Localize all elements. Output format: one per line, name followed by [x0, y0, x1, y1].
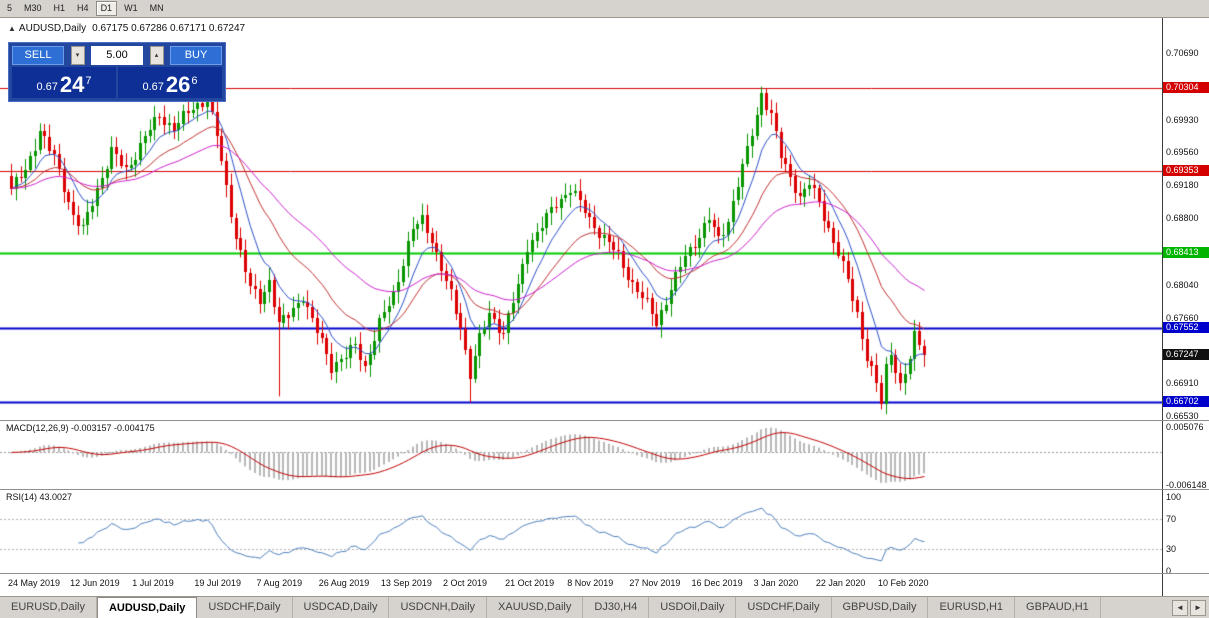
panel-separator-macd[interactable] — [0, 420, 1209, 421]
rsi-axis-label: 0 — [1166, 566, 1172, 576]
timeframe-button-w1[interactable]: W1 — [119, 1, 143, 16]
price-level-badge-0.67552: 0.67552 — [1163, 322, 1209, 334]
price-level-badge-0.68413: 0.68413 — [1163, 247, 1209, 258]
panel-separator-dates — [0, 573, 1209, 574]
date-axis-label: 24 May 2019 — [8, 578, 61, 588]
one-click-trade-panel: SELL ▾ 5.00 ▴ BUY 0.67 24 7 0.67 26 6 — [8, 42, 226, 102]
chart-tab-usdcad-daily[interactable]: USDCAD,Daily — [293, 597, 390, 618]
price-level-badge-0.70304: 0.70304 — [1163, 81, 1209, 93]
buy-price-pipette: 6 — [191, 75, 198, 87]
axis-separator — [1162, 18, 1163, 596]
chart-tab-usdoil-daily[interactable]: USDOil,Daily — [649, 597, 737, 618]
chart-tab-usdchf-daily[interactable]: USDCHF,Daily — [197, 597, 293, 618]
chart-window: ▲ AUDUSD,Daily 0.67175 0.67286 0.67171 0.6… — [0, 18, 1209, 596]
price-axis-label: 0.69180 — [1166, 180, 1199, 191]
date-axis-label: 27 Nov 2019 — [629, 578, 681, 588]
sell-price-big-digits: 24 — [59, 72, 85, 97]
tab-scroll-right-icon[interactable]: ► — [1190, 599, 1206, 616]
timeframe-button-m30[interactable]: M30 — [19, 1, 47, 16]
timeframe-button-h4[interactable]: H4 — [72, 1, 94, 16]
tab-scroll-arrows: ◄ ► — [1172, 597, 1209, 618]
buy-price-big-digits: 26 — [165, 72, 191, 97]
panel-separator-rsi[interactable] — [0, 489, 1209, 490]
chart-tab-audusd-daily[interactable]: AUDUSD,Daily — [96, 597, 198, 618]
chart-title: ▲ AUDUSD,Daily 0.67175 0.67286 0.67171 0.6… — [8, 23, 245, 34]
chart-tab-usdchf-daily[interactable]: USDCHF,Daily — [736, 597, 832, 618]
date-axis-label: 10 Feb 2020 — [877, 578, 929, 588]
rsi-axis-label: 70 — [1166, 514, 1177, 525]
price-axis-label: 0.66910 — [1166, 378, 1199, 389]
volume-increase-button[interactable]: ▴ — [149, 46, 164, 65]
price-level-badge-0.66702: 0.66702 — [1163, 396, 1209, 408]
rsi-indicator-label: RSI(14) 43.0027 — [6, 492, 73, 502]
rsi-axis-label: 30 — [1166, 543, 1177, 554]
chart-tab-eurusd-h1[interactable]: EURUSD,H1 — [928, 597, 1016, 618]
chart-ohlc-values: 0.67175 0.67286 0.67171 0.67247 — [92, 23, 246, 34]
macd-axis-label: -0.006148 — [1166, 480, 1207, 490]
sell-price-display[interactable]: 0.67 24 7 — [12, 67, 116, 98]
macd-axis-label: 0.005076 — [1166, 422, 1204, 432]
sell-price-prefix: 0.67 — [36, 81, 58, 93]
sell-price-pipette: 7 — [85, 75, 92, 87]
date-axis-label: 1 Jul 2019 — [132, 578, 174, 588]
date-axis-label: 21 Oct 2019 — [505, 578, 555, 588]
date-axis-label: 12 Jun 2019 — [70, 578, 120, 588]
date-axis-label: 8 Nov 2019 — [567, 578, 614, 588]
timeframe-button-mn[interactable]: MN — [145, 1, 169, 16]
price-axis-label: 0.67660 — [1166, 312, 1199, 323]
price-axis-label: 0.68800 — [1166, 213, 1199, 224]
chart-tab-dj30-h4[interactable]: DJ30,H4 — [583, 597, 650, 618]
price-axis-label: 0.70690 — [1166, 48, 1199, 59]
chart-tab-xauusd-daily[interactable]: XAUUSD,Daily — [487, 597, 584, 618]
sell-button[interactable]: SELL — [12, 46, 64, 65]
date-axis-label: 22 Jan 2020 — [815, 578, 866, 588]
price-axis-label: 0.69930 — [1166, 114, 1199, 125]
price-axis-label: 0.66530 — [1166, 411, 1199, 422]
date-axis-label: 7 Aug 2019 — [256, 578, 303, 588]
rsi-axis-label: 100 — [1166, 492, 1182, 502]
timeframe-button-h1[interactable]: H1 — [49, 1, 71, 16]
date-axis-label: 19 Jul 2019 — [194, 578, 241, 588]
one-click-panel-toggle-icon[interactable]: ▲ — [8, 24, 16, 33]
timeframe-button-d1[interactable]: D1 — [95, 1, 118, 16]
date-axis-label: 16 Dec 2019 — [691, 578, 743, 588]
date-axis-label: 2 Oct 2019 — [442, 578, 487, 588]
tab-scroll-left-icon[interactable]: ◄ — [1172, 599, 1188, 616]
timeframe-toolbar: 5 M30 H1 H4 D1 W1 MN — [0, 0, 1209, 18]
macd-indicator-label: MACD(12,26,9) -0.003157 -0.004175 — [6, 423, 155, 433]
time-axis[interactable]: 24 May 2019 12 Jun 2019 1 Jul 2019 19 Jul 2… — [0, 575, 1162, 595]
chart-tab-usdcnh-daily[interactable]: USDCNH,Daily — [389, 597, 488, 618]
chart-tab-bar: EURUSD,Daily AUDUSD,Daily USDCHF,Daily USDC… — [0, 596, 1209, 618]
volume-decrease-button[interactable]: ▾ — [70, 46, 85, 65]
buy-price-display[interactable]: 0.67 26 6 — [118, 67, 222, 98]
price-axis-label: 0.68040 — [1166, 279, 1199, 290]
date-axis-label: 26 Aug 2019 — [318, 578, 370, 588]
buy-button[interactable]: BUY — [170, 46, 222, 65]
chart-canvas[interactable] — [0, 18, 1162, 574]
volume-input[interactable]: 5.00 — [91, 46, 143, 65]
chart-tab-gbpusd-daily[interactable]: GBPUSD,Daily — [832, 597, 929, 618]
chart-tab-eurusd-daily[interactable]: EURUSD,Daily — [0, 597, 97, 618]
timeframe-button-5[interactable]: 5 — [2, 1, 17, 16]
date-axis-label: 13 Sep 2019 — [380, 578, 432, 588]
price-level-badge-0.67247: 0.67247 — [1163, 348, 1209, 360]
buy-price-prefix: 0.67 — [142, 81, 164, 93]
chart-tab-gbpaud-h1[interactable]: GBPAUD,H1 — [1015, 597, 1101, 618]
price-axis-label: 0.69560 — [1166, 146, 1199, 157]
chart-symbol-label: AUDUSD,Daily — [18, 23, 87, 34]
price-level-badge-0.69353: 0.69353 — [1163, 164, 1209, 176]
date-axis-label: 3 Jan 2020 — [753, 578, 799, 588]
